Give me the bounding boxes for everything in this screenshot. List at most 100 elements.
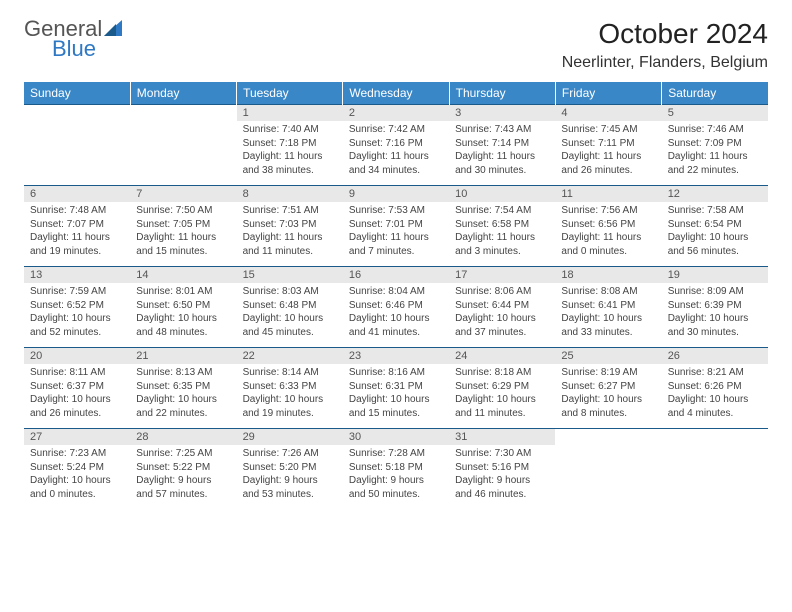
location: Neerlinter, Flanders, Belgium [562, 54, 768, 72]
day-number: 6 [24, 186, 130, 202]
calendar-cell: 9Sunrise: 7:53 AMSunset: 7:01 PMDaylight… [343, 186, 449, 267]
calendar-week: 20Sunrise: 8:11 AMSunset: 6:37 PMDayligh… [24, 348, 768, 429]
calendar-cell: 1Sunrise: 7:40 AMSunset: 7:18 PMDaylight… [237, 105, 343, 186]
calendar-cell: 20Sunrise: 8:11 AMSunset: 6:37 PMDayligh… [24, 348, 130, 429]
calendar-cell: .. [130, 105, 236, 186]
day-number: 26 [662, 348, 768, 364]
day-info: Sunrise: 7:51 AMSunset: 7:03 PMDaylight:… [237, 202, 343, 266]
day-info: Sunrise: 7:50 AMSunset: 7:05 PMDaylight:… [130, 202, 236, 266]
calendar-cell: 5Sunrise: 7:46 AMSunset: 7:09 PMDaylight… [662, 105, 768, 186]
logo: General Blue [24, 18, 126, 60]
calendar-cell: 19Sunrise: 8:09 AMSunset: 6:39 PMDayligh… [662, 267, 768, 348]
day-number: 29 [237, 429, 343, 445]
day-number: 7 [130, 186, 236, 202]
calendar-cell: 22Sunrise: 8:14 AMSunset: 6:33 PMDayligh… [237, 348, 343, 429]
day-info: Sunrise: 8:16 AMSunset: 6:31 PMDaylight:… [343, 364, 449, 428]
calendar-cell: .. [24, 105, 130, 186]
day-number: 4 [555, 105, 661, 121]
calendar-cell: .. [662, 429, 768, 510]
day-info: Sunrise: 8:04 AMSunset: 6:46 PMDaylight:… [343, 283, 449, 347]
calendar-cell: 10Sunrise: 7:54 AMSunset: 6:58 PMDayligh… [449, 186, 555, 267]
day-number: 13 [24, 267, 130, 283]
day-info: Sunrise: 7:28 AMSunset: 5:18 PMDaylight:… [343, 445, 449, 509]
day-number: 10 [449, 186, 555, 202]
calendar-cell: 28Sunrise: 7:25 AMSunset: 5:22 PMDayligh… [130, 429, 236, 510]
calendar-cell: 16Sunrise: 8:04 AMSunset: 6:46 PMDayligh… [343, 267, 449, 348]
calendar-week: 13Sunrise: 7:59 AMSunset: 6:52 PMDayligh… [24, 267, 768, 348]
day-number: 8 [237, 186, 343, 202]
day-number: 14 [130, 267, 236, 283]
weekday-row: SundayMondayTuesdayWednesdayThursdayFrid… [24, 82, 768, 105]
day-number: 28 [130, 429, 236, 445]
sail-icon [104, 18, 126, 42]
day-number: 17 [449, 267, 555, 283]
day-number: 25 [555, 348, 661, 364]
calendar-head: SundayMondayTuesdayWednesdayThursdayFrid… [24, 82, 768, 105]
day-info: Sunrise: 7:54 AMSunset: 6:58 PMDaylight:… [449, 202, 555, 266]
weekday-header: Friday [555, 82, 661, 105]
day-number: 23 [343, 348, 449, 364]
calendar-cell: 17Sunrise: 8:06 AMSunset: 6:44 PMDayligh… [449, 267, 555, 348]
calendar-cell: 26Sunrise: 8:21 AMSunset: 6:26 PMDayligh… [662, 348, 768, 429]
calendar-cell: 8Sunrise: 7:51 AMSunset: 7:03 PMDaylight… [237, 186, 343, 267]
day-number: 9 [343, 186, 449, 202]
calendar-cell: 6Sunrise: 7:48 AMSunset: 7:07 PMDaylight… [24, 186, 130, 267]
calendar-cell: 4Sunrise: 7:45 AMSunset: 7:11 PMDaylight… [555, 105, 661, 186]
day-number: 27 [24, 429, 130, 445]
day-number: 5 [662, 105, 768, 121]
day-number: 21 [130, 348, 236, 364]
calendar-cell: 24Sunrise: 8:18 AMSunset: 6:29 PMDayligh… [449, 348, 555, 429]
title-block: October 2024 Neerlinter, Flanders, Belgi… [562, 18, 768, 72]
day-info: Sunrise: 7:56 AMSunset: 6:56 PMDaylight:… [555, 202, 661, 266]
calendar-cell: 14Sunrise: 8:01 AMSunset: 6:50 PMDayligh… [130, 267, 236, 348]
header: General Blue October 2024 Neerlinter, Fl… [24, 18, 768, 72]
weekday-header: Saturday [662, 82, 768, 105]
calendar-cell: 3Sunrise: 7:43 AMSunset: 7:14 PMDaylight… [449, 105, 555, 186]
calendar-week: 6Sunrise: 7:48 AMSunset: 7:07 PMDaylight… [24, 186, 768, 267]
day-number: 1 [237, 105, 343, 121]
day-info: Sunrise: 8:09 AMSunset: 6:39 PMDaylight:… [662, 283, 768, 347]
day-info: Sunrise: 8:11 AMSunset: 6:37 PMDaylight:… [24, 364, 130, 428]
day-info: Sunrise: 7:43 AMSunset: 7:14 PMDaylight:… [449, 121, 555, 185]
day-info: Sunrise: 8:14 AMSunset: 6:33 PMDaylight:… [237, 364, 343, 428]
calendar-cell: 18Sunrise: 8:08 AMSunset: 6:41 PMDayligh… [555, 267, 661, 348]
day-info: Sunrise: 8:01 AMSunset: 6:50 PMDaylight:… [130, 283, 236, 347]
calendar-cell: 29Sunrise: 7:26 AMSunset: 5:20 PMDayligh… [237, 429, 343, 510]
calendar-cell: 11Sunrise: 7:56 AMSunset: 6:56 PMDayligh… [555, 186, 661, 267]
day-info: Sunrise: 7:25 AMSunset: 5:22 PMDaylight:… [130, 445, 236, 509]
day-number: 19 [662, 267, 768, 283]
calendar-week: ....1Sunrise: 7:40 AMSunset: 7:18 PMDayl… [24, 105, 768, 186]
day-number: 12 [662, 186, 768, 202]
day-info: Sunrise: 7:59 AMSunset: 6:52 PMDaylight:… [24, 283, 130, 347]
calendar-table: SundayMondayTuesdayWednesdayThursdayFrid… [24, 82, 768, 509]
calendar-cell: .. [555, 429, 661, 510]
calendar-cell: 31Sunrise: 7:30 AMSunset: 5:16 PMDayligh… [449, 429, 555, 510]
day-info: Sunrise: 8:03 AMSunset: 6:48 PMDaylight:… [237, 283, 343, 347]
day-info: Sunrise: 7:26 AMSunset: 5:20 PMDaylight:… [237, 445, 343, 509]
calendar-cell: 23Sunrise: 8:16 AMSunset: 6:31 PMDayligh… [343, 348, 449, 429]
calendar-page: General Blue October 2024 Neerlinter, Fl… [0, 0, 792, 509]
day-number: 30 [343, 429, 449, 445]
day-info: Sunrise: 8:18 AMSunset: 6:29 PMDaylight:… [449, 364, 555, 428]
day-info: Sunrise: 7:48 AMSunset: 7:07 PMDaylight:… [24, 202, 130, 266]
weekday-header: Wednesday [343, 82, 449, 105]
day-number: 16 [343, 267, 449, 283]
calendar-cell: 7Sunrise: 7:50 AMSunset: 7:05 PMDaylight… [130, 186, 236, 267]
calendar-cell: 30Sunrise: 7:28 AMSunset: 5:18 PMDayligh… [343, 429, 449, 510]
calendar-cell: 21Sunrise: 8:13 AMSunset: 6:35 PMDayligh… [130, 348, 236, 429]
day-info: Sunrise: 8:21 AMSunset: 6:26 PMDaylight:… [662, 364, 768, 428]
day-number: 20 [24, 348, 130, 364]
day-number: 24 [449, 348, 555, 364]
weekday-header: Thursday [449, 82, 555, 105]
day-info: Sunrise: 7:45 AMSunset: 7:11 PMDaylight:… [555, 121, 661, 185]
weekday-header: Sunday [24, 82, 130, 105]
day-number: 2 [343, 105, 449, 121]
month-title: October 2024 [562, 18, 768, 50]
day-info: Sunrise: 8:13 AMSunset: 6:35 PMDaylight:… [130, 364, 236, 428]
day-number: 3 [449, 105, 555, 121]
day-number: 22 [237, 348, 343, 364]
weekday-header: Monday [130, 82, 236, 105]
day-info: Sunrise: 8:08 AMSunset: 6:41 PMDaylight:… [555, 283, 661, 347]
calendar-cell: 12Sunrise: 7:58 AMSunset: 6:54 PMDayligh… [662, 186, 768, 267]
day-number: 11 [555, 186, 661, 202]
